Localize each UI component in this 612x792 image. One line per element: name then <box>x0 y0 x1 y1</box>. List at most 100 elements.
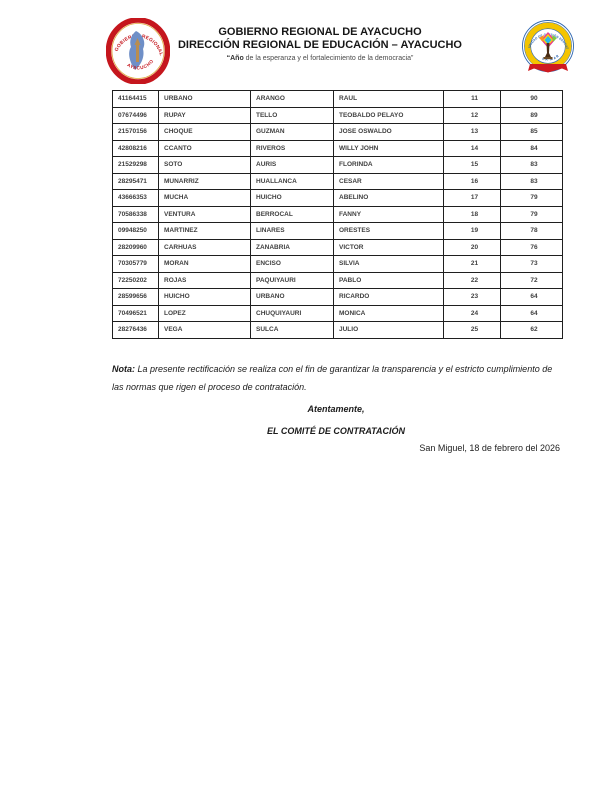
cell-dni: 70496521 <box>112 304 159 322</box>
cell-apellido_materno: ARANGO <box>250 90 334 108</box>
cell-puntaje: 85 <box>500 123 563 141</box>
cell-puntaje: 64 <box>500 304 563 322</box>
cell-apellido_paterno: CARHUAS <box>158 238 251 256</box>
cell-dni: 28209960 <box>112 238 159 256</box>
cell-apellido_materno: BERROCAL <box>250 205 334 223</box>
year-motto: “Año de la esperanza y el fortalecimient… <box>150 55 490 62</box>
cell-dni: 28599656 <box>112 288 159 306</box>
cell-apellido_paterno: HUICHO <box>158 288 251 306</box>
cell-puntaje: 90 <box>500 90 563 108</box>
note-label: Nota: <box>112 364 135 374</box>
cell-dni: 09948250 <box>112 222 159 240</box>
cell-orden: 15 <box>443 156 501 174</box>
cell-apellido_materno: SULCA <box>250 321 334 339</box>
cell-dni: 70305779 <box>112 255 159 273</box>
cell-nombres: ORESTES <box>333 222 444 240</box>
table-row: 42808216 CCANTO RIVEROS WILLY JOHN 14 84 <box>112 139 563 157</box>
cell-puntaje: 79 <box>500 189 563 207</box>
cell-apellido_paterno: LOPEZ <box>158 304 251 322</box>
cell-puntaje: 62 <box>500 321 563 339</box>
cell-puntaje: 73 <box>500 255 563 273</box>
table-row: 28599656 HUICHO URBANO RICARDO 23 64 <box>112 288 563 306</box>
table-row: 28209960 CARHUAS ZANABRIA VICTOR 20 76 <box>112 238 563 256</box>
cell-apellido_materno: LINARES <box>250 222 334 240</box>
header-title-block: GOBIERNO REGIONAL DE AYACUCHO DIRECCIÓN … <box>150 26 490 62</box>
cell-apellido_paterno: MORAN <box>158 255 251 273</box>
cell-dni: 72250202 <box>112 271 159 289</box>
results-table: 41164415 URBANO ARANGO RAUL 11 90 07674496 RUPA… <box>112 90 563 339</box>
cell-puntaje: 79 <box>500 205 563 223</box>
table-row: 28295471 MUNARRIZ HUALLANCA CESAR 16 83 <box>112 172 563 190</box>
cell-nombres: TEOBALDO PELAYO <box>333 106 444 124</box>
gobierno-regional-ayacucho-logo: GOBIERNO REGIONAL AYACUCHO <box>105 17 171 89</box>
committee-line: EL COMITÉ DE CONTRATACIÓN <box>267 426 405 436</box>
table-row: 21529298 SOTO AURIS FLORINDA 15 83 <box>112 156 563 174</box>
cell-orden: 21 <box>443 255 501 273</box>
cell-nombres: ABELINO <box>333 189 444 207</box>
cell-apellido_materno: AURIS <box>250 156 334 174</box>
cell-orden: 24 <box>443 304 501 322</box>
cell-puntaje: 83 <box>500 156 563 174</box>
cell-apellido_paterno: SOTO <box>158 156 251 174</box>
institution-title: GOBIERNO REGIONAL DE AYACUCHO <box>218 26 422 38</box>
cell-orden: 12 <box>443 106 501 124</box>
cell-orden: 20 <box>443 238 501 256</box>
table-row: 09948250 MARTINEZ LINARES ORESTES 19 78 <box>112 222 563 240</box>
table-row: 70496521 LOPEZ CHUQUIYAURI MONICA 24 64 <box>112 304 563 322</box>
ugel-seal-icon: UNIDAD DE GESTIÓN EDUCATIVA LOCAL LA MAR <box>518 16 574 73</box>
institution-subtitle: DIRECCIÓN REGIONAL DE EDUCACIÓN – AYACUC… <box>177 39 462 51</box>
cell-nombres: FLORINDA <box>333 156 444 174</box>
monument-shape <box>136 44 139 62</box>
dateline: San Miguel, 18 de febrero del 2026 <box>419 443 560 453</box>
cell-orden: 18 <box>443 205 501 223</box>
cell-dni: 07674496 <box>112 106 159 124</box>
table-row: 43666353 MUCHA HUICHO ABELINO 17 79 <box>112 189 563 207</box>
cell-nombres: VICTOR <box>333 238 444 256</box>
cell-apellido_materno: HUALLANCA <box>250 172 334 190</box>
cell-apellido_paterno: CHOQUE <box>158 123 251 141</box>
cell-nombres: CESAR <box>333 172 444 190</box>
cell-dni: 41164415 <box>112 90 159 108</box>
cell-orden: 19 <box>443 222 501 240</box>
cell-orden: 25 <box>443 321 501 339</box>
cell-dni: 21570156 <box>112 123 159 141</box>
cell-orden: 22 <box>443 271 501 289</box>
cell-puntaje: 76 <box>500 238 563 256</box>
salutation-line: Atentamente, <box>307 404 365 414</box>
cell-puntaje: 72 <box>500 271 563 289</box>
cell-dni: 28276436 <box>112 321 159 339</box>
cell-nombres: RICARDO <box>333 288 444 306</box>
table-row: 28276436 VEGA SULCA JULIO 25 62 <box>112 321 563 339</box>
cell-apellido_materno: ZANABRIA <box>250 238 334 256</box>
cell-nombres: SILVIA <box>333 255 444 273</box>
ribbon-banner <box>528 64 568 73</box>
cell-apellido_paterno: ROJAS <box>158 271 251 289</box>
cell-nombres: JULIO <box>333 321 444 339</box>
cell-apellido_materno: CHUQUIYAURI <box>250 304 334 322</box>
cell-orden: 11 <box>443 90 501 108</box>
cell-nombres: FANNY <box>333 205 444 223</box>
cell-apellido_materno: URBANO <box>250 288 334 306</box>
cell-dni: 70586338 <box>112 205 159 223</box>
scissors-dancer-figure <box>539 32 557 60</box>
cell-apellido_materno: PAQUIYAURI <box>250 271 334 289</box>
cell-apellido_materno: RIVEROS <box>250 139 334 157</box>
cell-orden: 23 <box>443 288 501 306</box>
table-row: 70586338 VENTURA BERROCAL FANNY 18 79 <box>112 205 563 223</box>
cell-nombres: JOSE OSWALDO <box>333 123 444 141</box>
cell-apellido_materno: TELLO <box>250 106 334 124</box>
cell-apellido_paterno: URBANO <box>158 90 251 108</box>
cell-apellido_paterno: MUNARRIZ <box>158 172 251 190</box>
table-row: 21570156 CHOQUE GUZMAN JOSE OSWALDO 13 85 <box>112 123 563 141</box>
cell-apellido_materno: GUZMAN <box>250 123 334 141</box>
cell-apellido_paterno: VEGA <box>158 321 251 339</box>
cell-nombres: PABLO <box>333 271 444 289</box>
cell-puntaje: 64 <box>500 288 563 306</box>
results-table-body: 41164415 URBANO ARANGO RAUL 11 90 07674496 RUPA… <box>112 90 563 339</box>
cell-orden: 13 <box>443 123 501 141</box>
table-row: 07674496 RUPAY TELLO TEOBALDO PELAYO 12 89 <box>112 106 563 124</box>
cell-puntaje: 78 <box>500 222 563 240</box>
cell-orden: 17 <box>443 189 501 207</box>
cell-apellido_paterno: MUCHA <box>158 189 251 207</box>
